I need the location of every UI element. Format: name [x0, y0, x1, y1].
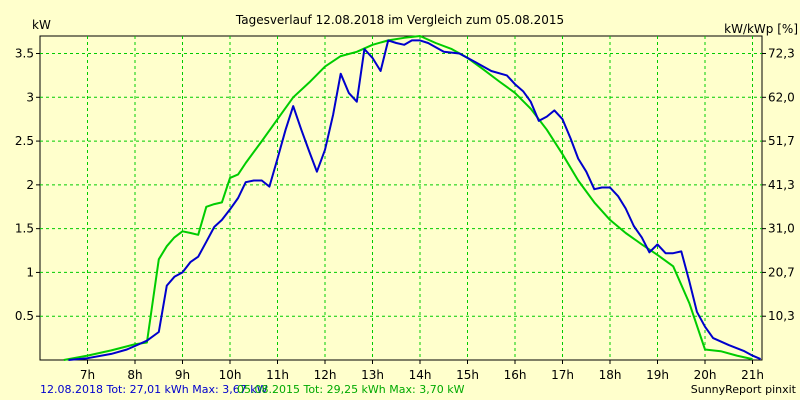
y-tick-label-left: 3.5: [15, 47, 34, 61]
x-tick-label: 15h: [456, 368, 479, 382]
plot-area: [39, 35, 763, 361]
x-tick-label: 18h: [599, 368, 622, 382]
y-tick-label-right: 51,7: [768, 134, 795, 148]
grid-vertical: [87, 36, 753, 360]
y-tick-label-right: 10,3: [768, 309, 795, 323]
x-tick-label: 7h: [80, 368, 95, 382]
x-tick-label: 9h: [175, 368, 190, 382]
grid-horizontal: [40, 53, 762, 317]
x-tick-label: 13h: [361, 368, 384, 382]
y-tick-label-left: 3: [26, 90, 34, 104]
y-tick-label-left: 2: [26, 178, 34, 192]
y-tick-label-right: 72,3: [768, 47, 795, 61]
y-tick-label-left: 1: [26, 265, 34, 279]
x-tick-label: 11h: [266, 368, 289, 382]
series-line-2018: [68, 39, 761, 361]
y-tick-label-left: 0.5: [15, 309, 34, 323]
x-tick-label: 19h: [646, 368, 669, 382]
x-tick-label: 21h: [741, 368, 764, 382]
y-tick-label-right: 41,3: [768, 178, 795, 192]
y-axis-right-label: kW/kWp [%]: [724, 22, 798, 36]
x-tick-label: 16h: [504, 368, 527, 382]
legend-entry-2015: 05.08.2015 Tot: 29,25 kWh Max: 3,70 kW: [237, 383, 465, 396]
y-axis-right: 10,3 20,7 31,0 41,3 51,7 62,0 72,3: [762, 47, 795, 323]
x-axis: 7h 8h 9h 10h 11h 12h 13h 14h 15h 16h 17h 18h 19h 20h 2…: [80, 360, 764, 382]
x-tick-label: 14h: [409, 368, 432, 382]
x-tick-label: 8h: [127, 368, 142, 382]
y-tick-label-right: 31,0: [768, 222, 795, 236]
y-axis-left-label: kW: [32, 18, 51, 32]
series-line-2015: [63, 35, 753, 361]
footer-credit: SunnyReport pinxit: [691, 383, 797, 396]
series-layer: [63, 35, 761, 361]
x-tick-label: 17h: [551, 368, 574, 382]
x-tick-label: 12h: [314, 368, 337, 382]
x-tick-label: 10h: [219, 368, 242, 382]
y-tick-label-left: 2.5: [15, 134, 34, 148]
y-tick-label-right: 20,7: [768, 265, 795, 279]
y-axis-left: 0.5 1 1.5 2 2.5 3 3.5: [15, 47, 40, 323]
legend-entry-2018: 12.08.2018 Tot: 27,01 kWh Max: 3,67 kW: [40, 383, 268, 396]
y-tick-label-right: 62,0: [768, 90, 795, 104]
chart-title: Tagesverlauf 12.08.2018 im Vergleich zum…: [235, 13, 564, 27]
x-tick-label: 20h: [694, 368, 717, 382]
y-tick-label-left: 1.5: [15, 222, 34, 236]
